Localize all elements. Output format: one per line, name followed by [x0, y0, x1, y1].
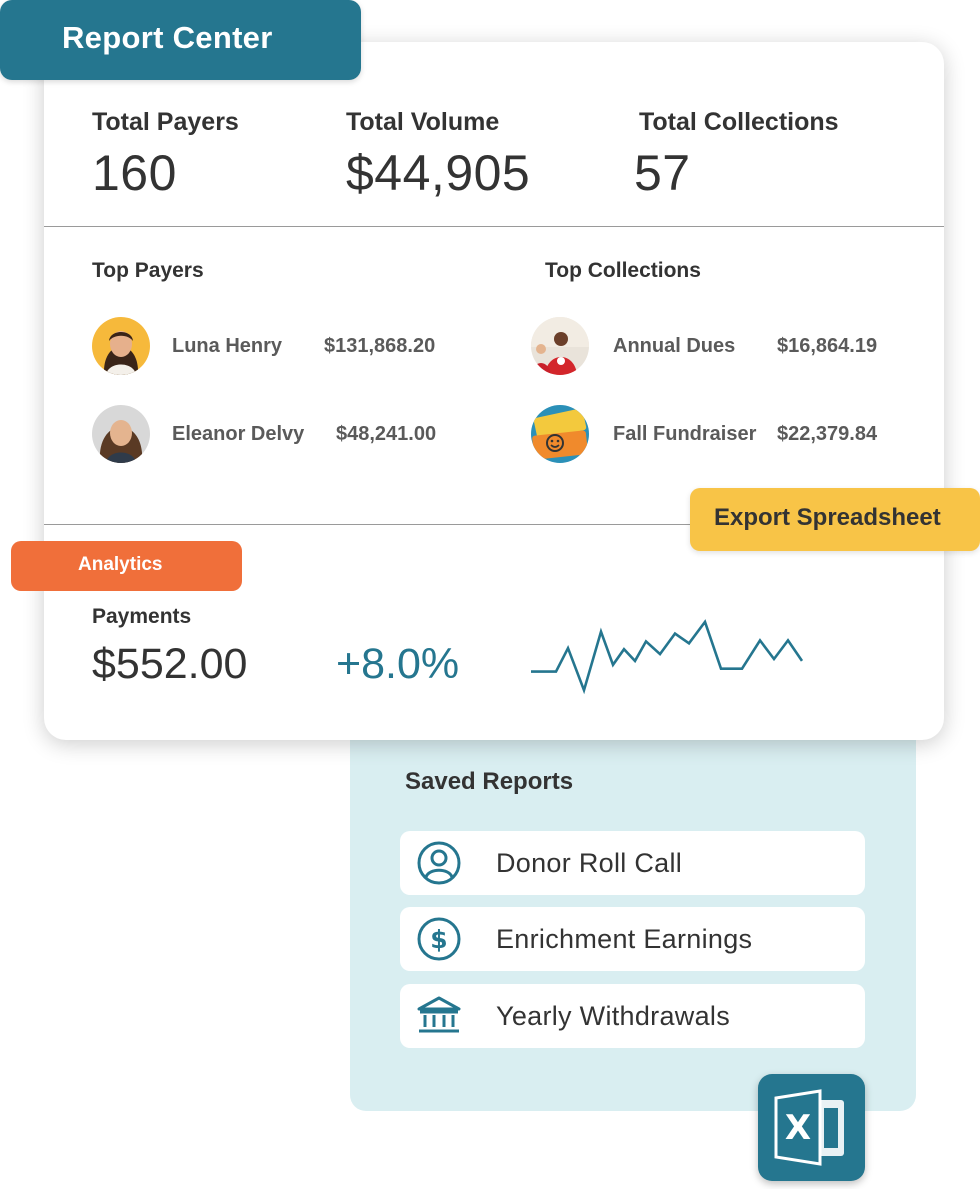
svg-text:$: $ — [430, 925, 447, 954]
divider — [44, 524, 944, 525]
stat-label-total-volume: Total Volume — [346, 108, 500, 136]
payer-name: Luna Henry — [172, 335, 283, 357]
collection-amount: $16,864.19 — [777, 335, 878, 357]
stat-label-total-collections: Total Collections — [639, 108, 839, 136]
divider — [44, 226, 944, 227]
top-payers-title: Top Payers — [92, 259, 204, 282]
dollar-icon: $ — [417, 917, 461, 961]
bank-icon — [417, 996, 461, 1033]
excel-letter: X — [785, 1108, 811, 1148]
payer-amount: $48,241.00 — [336, 423, 437, 445]
payments-value: $552.00 — [92, 640, 248, 688]
collection-name: Annual Dues — [613, 335, 736, 357]
saved-report-label: Yearly Withdrawals — [496, 1001, 730, 1031]
export-spreadsheet-button[interactable]: Export Spreadsheet — [690, 488, 980, 551]
excel-logo-graphic: X — [774, 1089, 844, 1166]
stat-value-total-volume: $44,905 — [346, 145, 531, 201]
report-center-title: Report Center — [0, 0, 361, 80]
avatar-annual-dues — [531, 317, 589, 375]
saved-report-label: Enrichment Earnings — [496, 924, 753, 954]
avatar-luna-henry — [92, 317, 150, 375]
collection-name: Fall Fundraiser — [613, 423, 757, 445]
excel-icon[interactable]: X — [758, 1074, 865, 1181]
saved-reports-panel: Saved Reports Donor Roll Call $ Enrichme… — [350, 700, 916, 1111]
saved-report-donor-roll-call[interactable]: Donor Roll Call — [400, 831, 865, 895]
payer-name: Eleanor Delvy — [172, 423, 305, 445]
saved-reports-title: Saved Reports — [405, 768, 574, 795]
analytics-tab[interactable]: Analytics — [11, 541, 242, 591]
avatar-eleanor-delvy — [92, 405, 150, 463]
saved-report-enrichment-earnings[interactable]: $ Enrichment Earnings — [400, 907, 865, 971]
user-icon — [417, 841, 461, 885]
stat-label-total-payers: Total Payers — [92, 108, 239, 136]
top-collections-title: Top Collections — [545, 259, 701, 282]
stat-value-total-payers: 160 — [92, 145, 177, 201]
payer-amount: $131,868.20 — [324, 335, 436, 357]
sparkline-series — [531, 619, 804, 695]
avatar-fall-fundraiser — [531, 405, 589, 463]
saved-report-label: Donor Roll Call — [496, 848, 683, 878]
collection-amount: $22,379.84 — [777, 423, 878, 445]
stat-value-total-collections: 57 — [634, 145, 691, 201]
payments-label: Payments — [92, 605, 192, 628]
payments-change: +8.0% — [336, 640, 460, 688]
report-card: Total Payers 160 Total Volume $44,905 To… — [44, 42, 944, 740]
payments-sparkline — [531, 619, 804, 695]
saved-report-yearly-withdrawals[interactable]: Yearly Withdrawals — [400, 984, 865, 1048]
